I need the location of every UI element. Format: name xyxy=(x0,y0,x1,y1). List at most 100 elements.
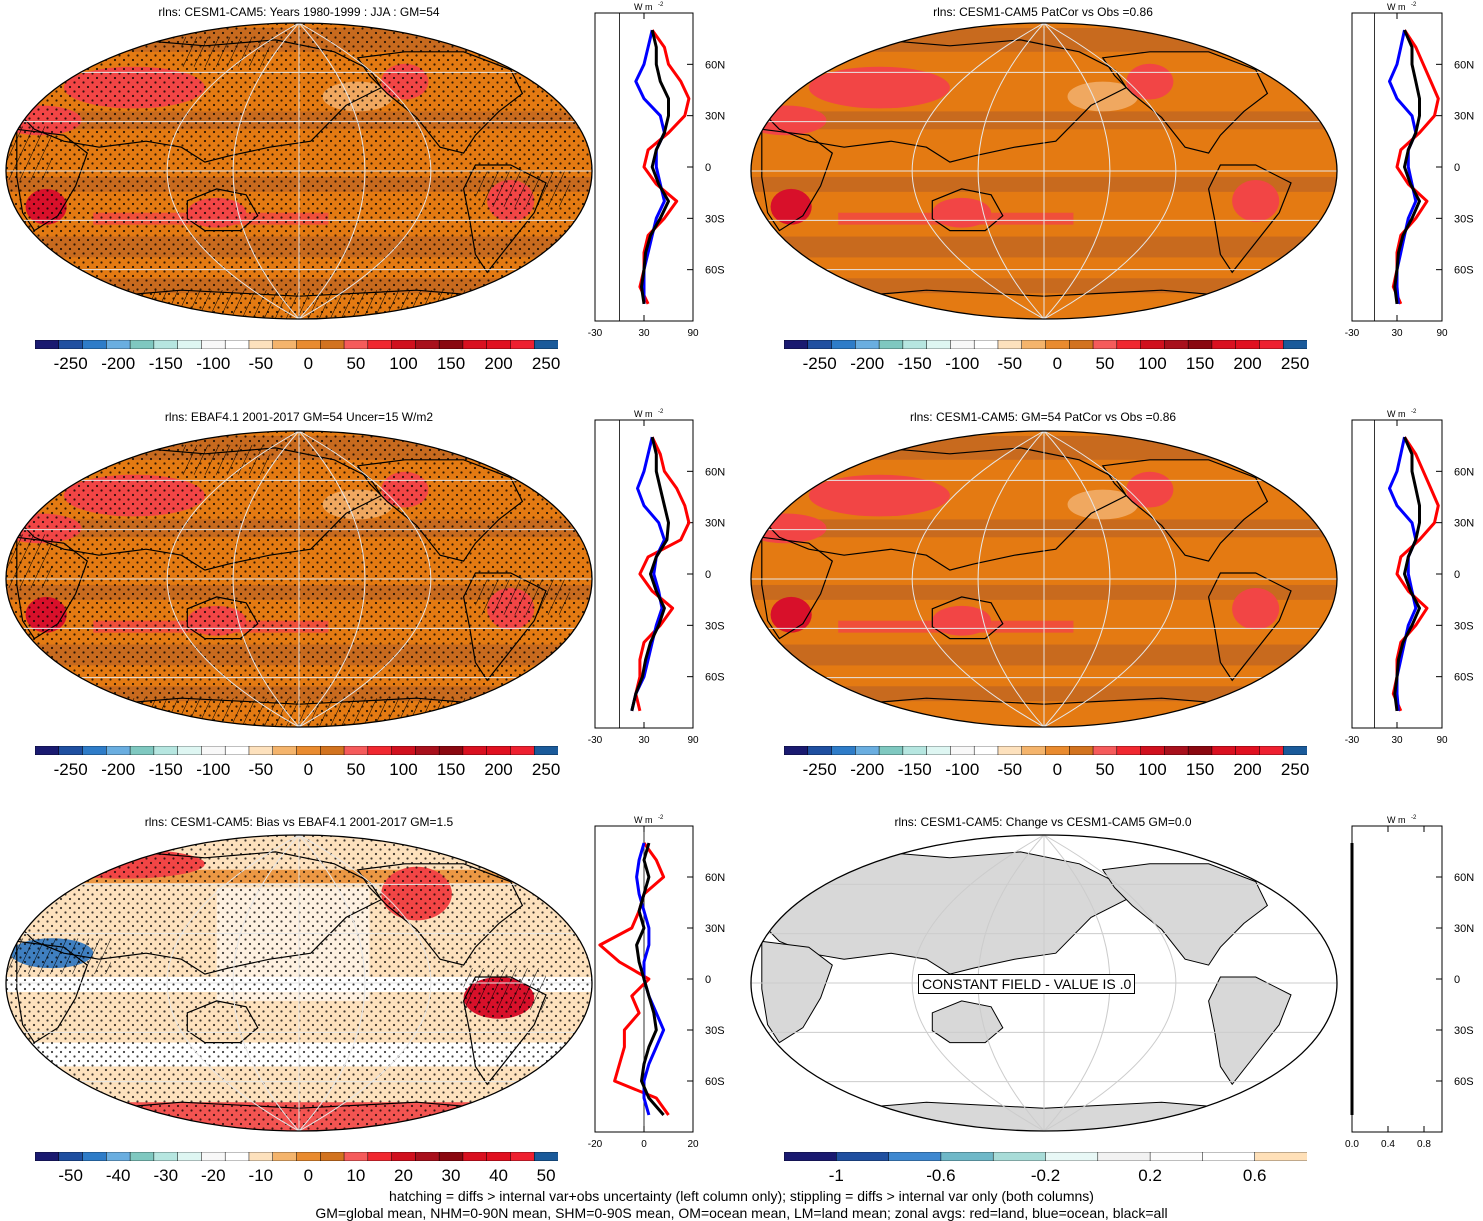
colorbar-swatch xyxy=(391,746,417,755)
colorbar-swatch xyxy=(940,1152,994,1161)
continent-greenland xyxy=(1242,30,1304,65)
colorbar-swatch xyxy=(58,746,84,755)
continent-namerica xyxy=(1101,51,1269,154)
colorbar-swatch xyxy=(784,340,809,349)
colorbar-tick-label: -30 xyxy=(153,1166,179,1185)
colorbar-tick-label: 250 xyxy=(531,354,561,373)
colorbar-swatch xyxy=(1021,746,1047,755)
colorbar-swatch xyxy=(1069,340,1094,349)
colorbar-swatch xyxy=(462,340,488,349)
map-title: rlns: EBAF4.1 2001-2017 GM=54 Uncer=15 W… xyxy=(164,410,434,424)
continent-africa xyxy=(761,128,834,232)
graticule-lon xyxy=(1043,835,1177,1131)
x-tick-label: 30 xyxy=(638,328,650,339)
colorbar-swatch xyxy=(224,746,250,755)
colorbar-swatch xyxy=(855,746,880,755)
x-tick-label: -30 xyxy=(588,735,603,746)
colorbar xyxy=(784,746,1307,755)
units-label: W m xyxy=(1387,815,1406,825)
y-tick-label: 30S xyxy=(705,1025,725,1037)
graticule-lon xyxy=(298,835,432,1131)
graticule-lon xyxy=(911,23,1045,319)
map-title: rlns: CESM1-CAM5: Years 1980-1999 : JJA … xyxy=(158,5,440,19)
colorbar-swatch xyxy=(462,746,488,755)
colorbar-swatch xyxy=(248,1152,274,1161)
units-superscript: -2 xyxy=(1411,409,1417,415)
continent-eurasia xyxy=(761,851,1128,975)
x-tick-label: 30 xyxy=(1391,328,1403,339)
graticule-lon xyxy=(911,431,1045,727)
colorbar-swatch xyxy=(82,746,108,755)
map-border xyxy=(5,834,593,1132)
colorbar-swatch xyxy=(35,746,60,755)
colorbar-swatch xyxy=(296,340,322,349)
colorbar-tick-label: -200 xyxy=(101,354,136,373)
colorbar-tick-label: 100 xyxy=(389,760,418,779)
units-label: W m xyxy=(634,815,653,825)
colorbar-swatch xyxy=(486,746,512,755)
zonal-line-all xyxy=(1393,436,1421,712)
colorbar-swatch xyxy=(836,1152,890,1161)
colorbar-tick-label: 150 xyxy=(1185,354,1215,373)
colorbar-swatch xyxy=(1116,746,1142,755)
continent-africa xyxy=(761,940,833,1044)
colorbar-swatch xyxy=(224,1152,250,1161)
colorbar-swatch xyxy=(1211,340,1237,349)
colorbar-swatch xyxy=(1282,746,1307,755)
colorbar-tick-label: 0.6 xyxy=(1242,1166,1267,1185)
colorbar-swatch xyxy=(296,1152,322,1161)
colorbar xyxy=(35,1152,558,1161)
units-label: W m xyxy=(634,2,653,12)
colorbar-tick-label: 0 xyxy=(1052,760,1063,779)
x-tick-label: 90 xyxy=(687,735,699,746)
colorbar-tick-label: 200 xyxy=(1233,760,1262,779)
colorbar-tick-label: 0 xyxy=(1052,354,1063,373)
graticule-lon xyxy=(166,835,300,1131)
robinson-map xyxy=(750,430,1338,728)
graticule-lon xyxy=(166,23,300,319)
colorbar-tick-label: 30 xyxy=(441,1166,461,1185)
colorbar-swatch xyxy=(1164,746,1189,755)
continent-samerica xyxy=(462,976,547,1086)
y-tick-label: 60N xyxy=(1454,466,1474,478)
map-border xyxy=(750,22,1338,320)
footer-line-1: hatching = diffs > internal var+obs unce… xyxy=(389,1188,1094,1204)
colorbar-tick-label: 250 xyxy=(1280,760,1310,779)
colorbar-swatch xyxy=(807,340,833,349)
graticule-lon xyxy=(232,431,300,727)
map-border xyxy=(5,430,593,728)
y-tick-label: 30S xyxy=(1454,213,1474,225)
zonal-mean-plot: -30 30 90 60N 30N 0 30S 60S W m -2 xyxy=(1345,409,1474,746)
colorbar-swatch xyxy=(248,746,274,755)
graticule-lon xyxy=(232,23,300,319)
colorbar-swatch xyxy=(1254,1152,1307,1161)
colorbar-swatch xyxy=(272,746,298,755)
zonal-mean-plot: -20 0 20 60N 30N 0 30S 60S W m -2 xyxy=(588,815,725,1150)
continent-samerica xyxy=(1207,572,1292,682)
y-tick-label: 30N xyxy=(705,923,725,935)
colorbar-swatch xyxy=(343,1152,369,1161)
colorbar-swatch xyxy=(106,746,131,755)
constant-field-label: CONSTANT FIELD - VALUE IS .0 xyxy=(918,974,1136,994)
units-superscript: -2 xyxy=(658,815,664,821)
colorbar-tick-label: 50 xyxy=(536,1166,556,1185)
colorbar-swatch xyxy=(510,1152,535,1161)
continent-africa xyxy=(761,536,834,640)
map-border xyxy=(750,834,1338,1132)
y-tick-label: 30N xyxy=(1454,923,1474,935)
colorbar-swatch xyxy=(997,340,1023,349)
colorbar-swatch xyxy=(415,340,440,349)
colorbar-swatch xyxy=(106,1152,131,1161)
x-tick-label: -30 xyxy=(1345,735,1360,746)
map-border xyxy=(750,430,1338,728)
colorbar-tick-label: 150 xyxy=(436,354,466,373)
zonal-mean-plot: -30 30 90 60N 30N 0 30S 60S W m -2 xyxy=(1345,2,1474,339)
x-tick-label: 90 xyxy=(687,328,699,339)
colorbar-swatch xyxy=(438,1152,464,1161)
zonal-line-all xyxy=(635,842,665,1116)
y-tick-label: 60S xyxy=(705,265,725,277)
robinson-map xyxy=(5,22,593,320)
colorbar-swatch xyxy=(438,340,464,349)
colorbar-tick-label: -100 xyxy=(196,760,231,779)
colorbar-swatch xyxy=(343,340,369,349)
